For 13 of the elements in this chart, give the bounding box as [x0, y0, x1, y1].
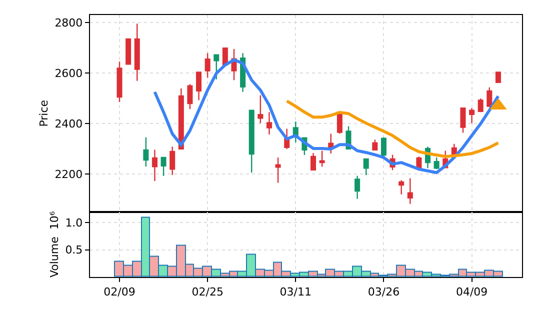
y-tick-label: 2400 — [54, 117, 83, 130]
y-tick-label: 2600 — [54, 66, 83, 80]
y-tick-label: 1.0 — [65, 216, 83, 230]
x-tick-label: 04/09 — [456, 285, 488, 298]
y-axis-title: Volume 10⁶ — [48, 210, 61, 278]
y-tick-label: 0.5 — [65, 244, 83, 257]
y-tick-label: 2800 — [54, 16, 83, 30]
x-tick-label: 02/25 — [192, 285, 224, 298]
x-tick-label: 02/09 — [104, 285, 136, 298]
x-tick-label: 03/11 — [280, 285, 312, 298]
y-tick-label: 2200 — [54, 168, 83, 181]
x-tick-label: 03/26 — [368, 285, 400, 298]
y-axis-title: Price — [37, 100, 50, 127]
